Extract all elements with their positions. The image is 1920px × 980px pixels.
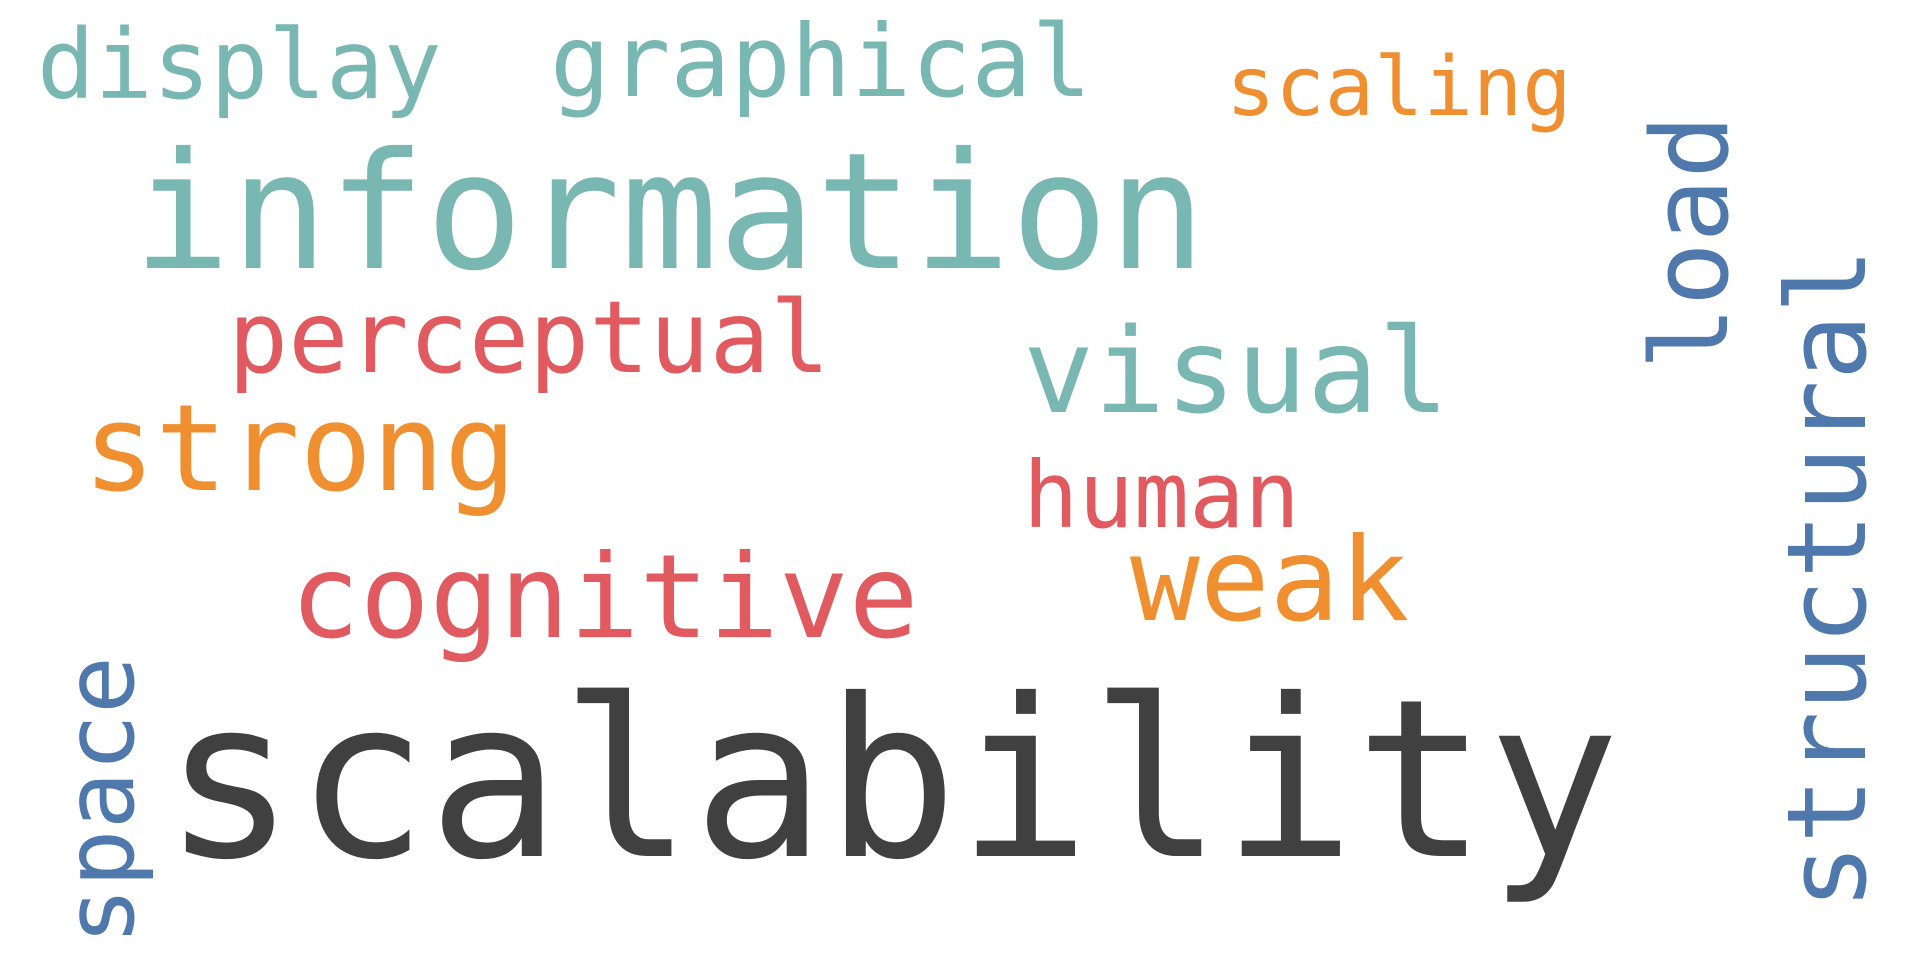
word-cognitive: cognitive	[290, 530, 919, 665]
word-display: display	[37, 9, 442, 121]
word-strong: strong	[83, 380, 517, 519]
word-scaling: scaling	[1226, 40, 1572, 135]
word-weak: weak	[1130, 513, 1410, 648]
word-structural: structural	[1763, 247, 1891, 910]
word-space: space	[44, 656, 156, 945]
word-information: information	[133, 119, 1206, 307]
word-perceptual: perceptual	[228, 279, 831, 396]
word-human: human	[1023, 442, 1300, 549]
word-visual: visual	[1023, 302, 1450, 440]
word-load: load	[1629, 114, 1752, 370]
word-graphical: graphical	[550, 3, 1092, 120]
word-scalability: scalability	[163, 652, 1620, 908]
